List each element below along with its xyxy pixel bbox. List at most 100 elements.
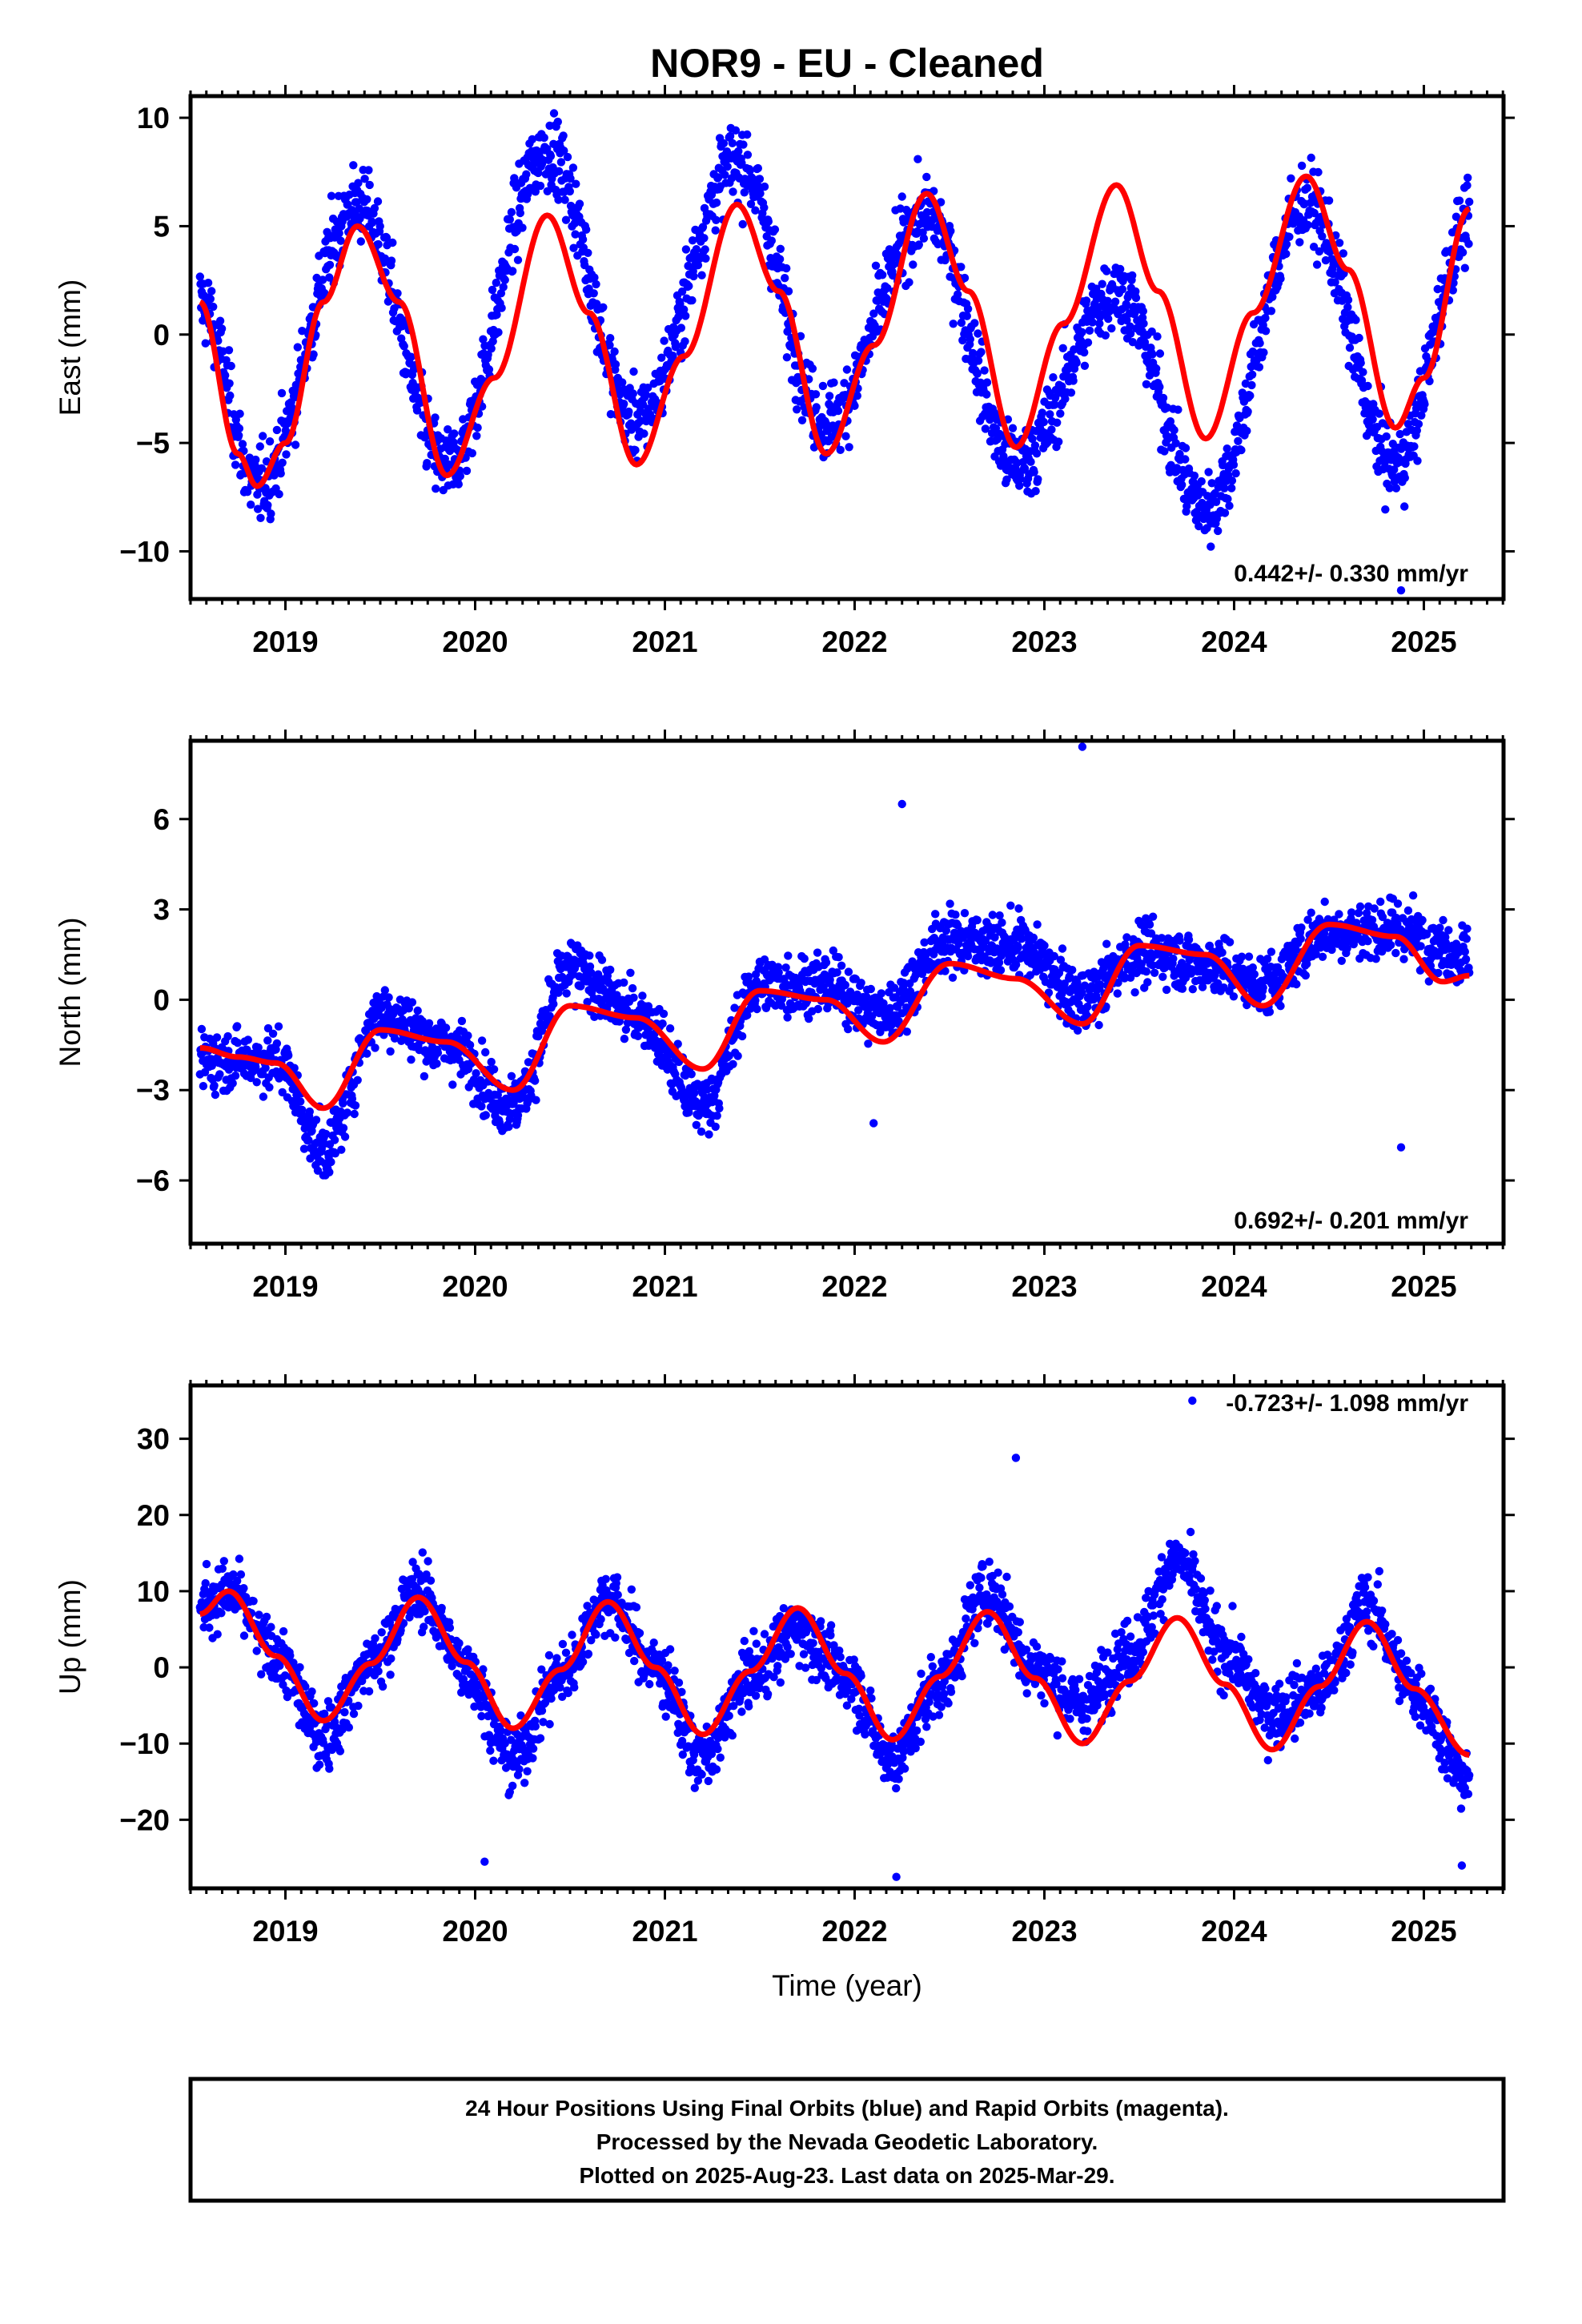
x-tick-label: 2024 — [1201, 625, 1267, 658]
data-point — [1030, 468, 1038, 476]
data-point — [715, 1104, 724, 1113]
data-point — [487, 344, 496, 353]
data-point — [963, 304, 973, 313]
data-point — [340, 1132, 350, 1141]
data-point — [782, 263, 791, 273]
data-point — [1412, 426, 1422, 435]
data-point — [914, 240, 924, 249]
data-point — [677, 324, 685, 332]
data-point — [335, 229, 343, 238]
data-point — [364, 166, 373, 175]
data-point — [1461, 955, 1471, 963]
data-point — [560, 195, 569, 204]
data-point — [760, 182, 769, 191]
data-point — [1276, 1002, 1285, 1011]
data-point — [549, 109, 559, 118]
data-point — [633, 1031, 643, 1041]
data-point — [1145, 920, 1154, 929]
data-point — [566, 174, 575, 183]
data-point — [711, 226, 720, 235]
data-point — [488, 285, 497, 295]
outlier-point — [1396, 1143, 1406, 1152]
data-point — [996, 966, 1006, 975]
data-point — [957, 318, 966, 328]
data-point — [713, 1112, 721, 1120]
data-point — [689, 1088, 699, 1098]
data-point — [233, 1022, 242, 1031]
data-point — [479, 335, 488, 344]
data-point — [981, 424, 990, 433]
data-point — [692, 1120, 701, 1130]
data-point — [275, 489, 283, 499]
data-point — [349, 161, 358, 170]
data-point — [1047, 425, 1056, 434]
data-point — [440, 454, 449, 464]
data-point — [1058, 944, 1067, 953]
data-point — [330, 1136, 339, 1144]
data-point — [767, 236, 776, 245]
data-point — [1155, 383, 1164, 392]
data-point — [487, 1057, 496, 1067]
data-point — [962, 312, 972, 320]
data-point — [1229, 992, 1239, 1001]
data-point — [1160, 447, 1169, 456]
data-point — [423, 459, 432, 468]
data-point — [725, 131, 735, 141]
data-point — [1204, 468, 1213, 476]
data-point — [484, 365, 494, 374]
data-point — [866, 984, 876, 994]
data-point — [966, 335, 975, 344]
data-point — [977, 348, 986, 356]
data-point — [195, 272, 204, 281]
data-point — [1082, 296, 1091, 305]
data-point — [1255, 363, 1264, 372]
data-point — [516, 208, 524, 218]
data-point — [1150, 968, 1159, 978]
data-point — [1460, 947, 1470, 956]
data-point — [628, 983, 637, 993]
data-point — [1355, 333, 1363, 343]
data-point — [1050, 400, 1059, 409]
data-point — [592, 279, 600, 289]
data-point — [263, 1036, 272, 1045]
data-point — [298, 327, 307, 336]
data-point — [834, 953, 843, 962]
data-point — [620, 978, 628, 987]
data-point — [353, 1076, 362, 1085]
data-point — [1013, 458, 1022, 468]
data-point — [1178, 480, 1186, 489]
data-point — [1116, 264, 1125, 274]
data-point — [278, 458, 287, 467]
data-point — [1211, 497, 1221, 506]
data-point — [251, 455, 260, 464]
data-point — [563, 152, 572, 162]
data-point — [1237, 445, 1246, 455]
data-point — [1285, 232, 1294, 241]
data-point — [1095, 319, 1104, 328]
data-point — [1169, 954, 1178, 963]
data-point — [1363, 381, 1372, 391]
data-point — [532, 1096, 540, 1104]
data-point — [1143, 978, 1152, 987]
data-point — [1197, 476, 1206, 486]
data-point — [1101, 331, 1110, 340]
data-point — [701, 245, 709, 254]
data-point — [737, 1031, 747, 1041]
data-point — [1006, 901, 1015, 911]
data-point — [228, 1079, 237, 1088]
data-point — [1078, 328, 1086, 336]
data-point — [913, 155, 922, 163]
data-point — [628, 389, 637, 398]
data-point — [1355, 902, 1365, 911]
data-point — [522, 170, 531, 179]
data-point — [360, 175, 369, 183]
data-point — [1068, 966, 1077, 975]
data-point — [454, 480, 463, 489]
data-point — [203, 279, 213, 287]
data-point — [253, 505, 263, 513]
data-point — [497, 304, 506, 312]
data-point — [1337, 956, 1347, 966]
data-point — [568, 163, 578, 172]
data-point — [281, 426, 290, 435]
data-point — [448, 1080, 457, 1089]
